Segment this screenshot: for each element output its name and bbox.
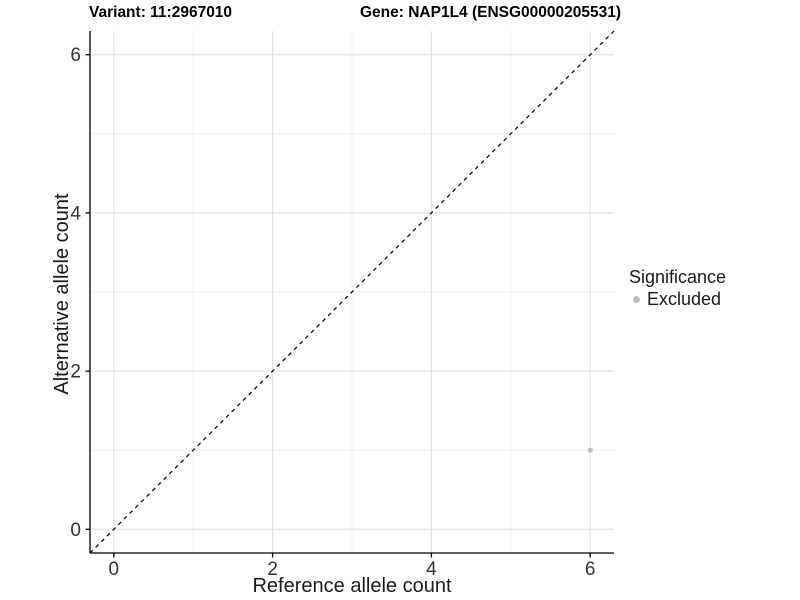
x-axis-label: Reference allele count: [252, 575, 452, 597]
y-tick-label: 6: [70, 45, 81, 66]
legend-entry: Excluded: [629, 289, 726, 309]
legend-point-icon: [633, 295, 640, 303]
legend: Significance Excluded: [629, 267, 726, 309]
legend-entries: Excluded: [629, 289, 726, 309]
identity-line: [89, 30, 615, 554]
variant-title: Variant: 11:2967010: [89, 4, 233, 21]
y-axis-label: Alternative allele count: [51, 193, 73, 395]
y-tick-label: 0: [70, 520, 81, 541]
legend-entry-label: Excluded: [647, 289, 722, 309]
x-tick-label: 4: [426, 559, 437, 580]
legend-title: Significance: [629, 267, 727, 287]
y-tick-label: 4: [70, 203, 81, 224]
x-tick-label: 6: [585, 559, 596, 580]
x-tick-label: 0: [109, 559, 120, 580]
gene-title: Gene: NAP1L4 (ENSG00000205531): [360, 4, 622, 21]
data-point-excluded: [587, 447, 593, 453]
x-tick-label: 2: [267, 559, 278, 580]
y-tick-label: 2: [70, 362, 81, 383]
